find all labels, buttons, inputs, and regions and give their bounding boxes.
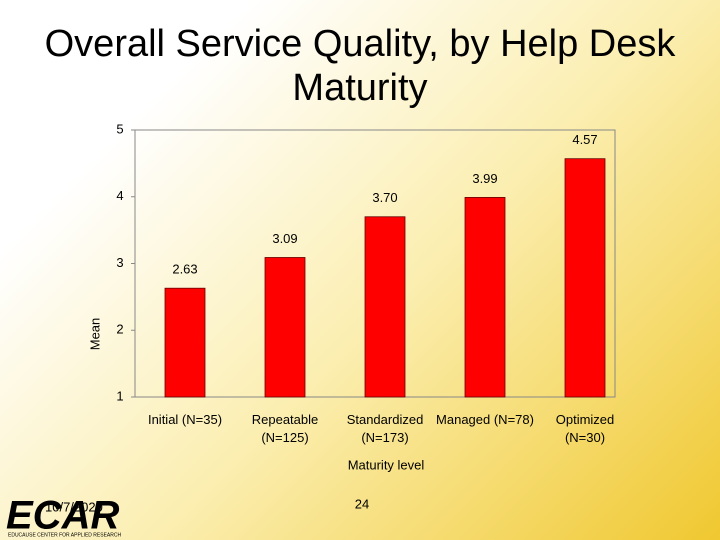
y-tick-label: 2: [116, 322, 123, 337]
page-number: 24: [355, 496, 369, 511]
x-tick-label: Initial (N=35): [147, 412, 223, 427]
x-tick-label: Standardized (N=173): [346, 412, 424, 445]
y-tick-label: 4: [116, 188, 123, 203]
value-label: 3.09: [272, 231, 297, 246]
value-label: 3.99: [472, 171, 497, 186]
value-label: 4.57: [572, 132, 597, 147]
y-tick-label: 3: [116, 255, 123, 270]
bar: [164, 287, 206, 398]
y-tick-label: 5: [116, 121, 123, 136]
logo-caption: EDUCAUSE CENTER FOR APPLIED RESEARCH: [8, 532, 121, 538]
y-tick-label: 1: [116, 388, 123, 403]
value-label: 2.63: [172, 262, 197, 277]
x-tick-label: Repeatable (N=125): [251, 412, 319, 445]
x-axis-title: Maturity level: [348, 457, 425, 472]
bar: [364, 216, 406, 398]
slide-title: Overall Service Quality, by Help Desk Ma…: [0, 22, 720, 110]
x-tick-label: Managed (N=78): [436, 412, 534, 427]
logo: ECAR: [6, 494, 119, 538]
bar: [564, 158, 606, 398]
title-text: Overall Service Quality, by Help Desk Ma…: [44, 23, 676, 109]
bar: [264, 257, 306, 398]
value-label: 3.70: [372, 190, 397, 205]
footer-date: 10/7/2020: [45, 499, 103, 514]
y-axis-title: Mean: [87, 318, 102, 351]
bar: [464, 197, 506, 398]
x-tick-label: Optimized (N=30): [555, 412, 615, 445]
